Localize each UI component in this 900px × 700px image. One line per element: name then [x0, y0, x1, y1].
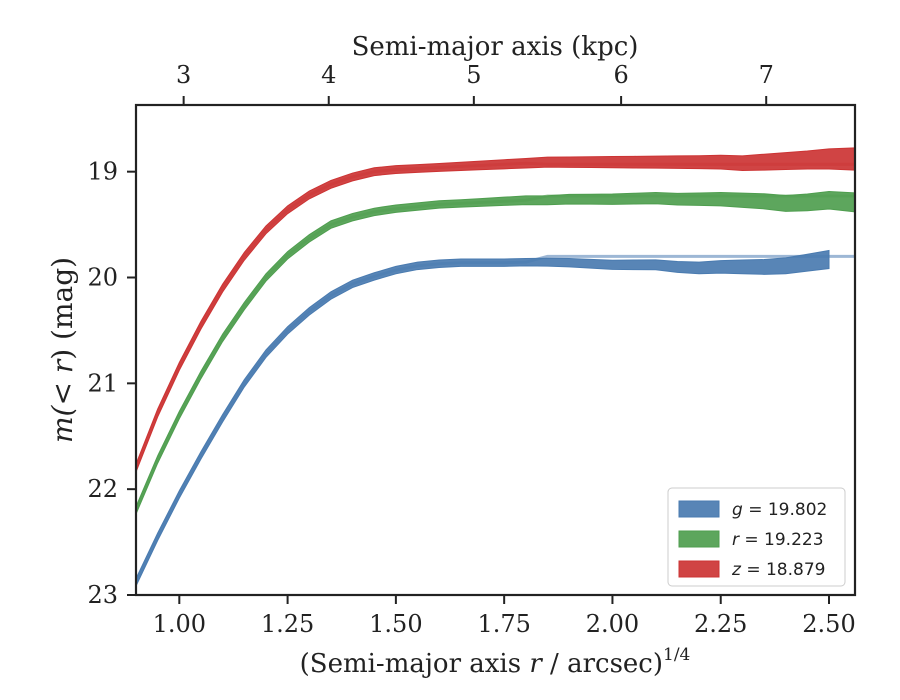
legend-mag: = 19.802 — [743, 500, 828, 520]
legend-label-z: z = 18.879 — [731, 560, 825, 580]
x-tick-label: 1.50 — [369, 610, 422, 638]
y-axis-label-pre: m( — [46, 404, 79, 443]
y-tick-label: 22 — [87, 475, 118, 503]
legend-band: g — [732, 500, 743, 520]
top-tick-label: 6 — [613, 61, 628, 89]
top-tick-label: 3 — [176, 61, 191, 89]
x-tick-label: 1.25 — [261, 610, 314, 638]
y-tick-label: 21 — [87, 369, 118, 397]
series-band-r — [136, 190, 855, 515]
legend-label-g: g = 19.802 — [732, 500, 827, 520]
top-tick-label: 5 — [466, 61, 481, 89]
y-tick-label: 19 — [87, 158, 118, 186]
x-tick-label: 2.50 — [802, 610, 855, 638]
x-tick-label: 2.00 — [586, 610, 639, 638]
legend-mag: = 18.879 — [741, 560, 826, 580]
x-tick-label: 2.25 — [694, 610, 747, 638]
x-axis-label: (Semi-major axis r / arcsec)1/4 — [300, 645, 691, 679]
model-curve-z — [136, 161, 855, 469]
y-axis-ticks: 19 20 21 22 23 — [87, 158, 136, 609]
plot-frame — [134, 103, 857, 597]
top-tick-label: 7 — [759, 61, 774, 89]
x-tick-label: 1.00 — [153, 610, 206, 638]
top-tick-label: 4 — [321, 61, 336, 89]
legend-swatch-r — [678, 530, 720, 548]
x-axis-label-var: r — [529, 649, 543, 679]
x-axis-label-main: (Semi-major axis — [300, 649, 530, 679]
x-axis-ticks: 1.00 1.25 1.50 1.75 2.00 2.25 2.50 — [153, 595, 856, 638]
legend-band: z — [731, 560, 742, 580]
y-axis-label-post: ) (mag) — [46, 257, 79, 360]
legend-label-r: r = 19.223 — [732, 530, 824, 550]
legend-mag: = 19.223 — [739, 530, 824, 550]
x-axis-label-rest: / arcsec) — [542, 649, 663, 679]
series-band-z — [136, 147, 855, 473]
y-tick-label: 23 — [87, 581, 118, 609]
series-band-g — [136, 249, 830, 587]
y-tick-label: 20 — [87, 264, 118, 292]
y-axis-label-mid: < r — [46, 358, 79, 405]
legend-band: r — [732, 530, 740, 550]
y-axis-label: m(< r) (mag) — [46, 257, 79, 443]
top-axis-label: Semi-major axis (kpc) — [352, 32, 639, 62]
legend-swatch-g — [678, 500, 720, 518]
series-layer — [136, 147, 855, 587]
model-curve-r — [136, 194, 855, 511]
legend-swatch-z — [678, 560, 720, 578]
x-axis-label-sup: 1/4 — [663, 645, 690, 665]
x-tick-label: 1.75 — [477, 610, 530, 638]
top-axis-ticks: 3 4 5 6 7 — [176, 61, 774, 105]
